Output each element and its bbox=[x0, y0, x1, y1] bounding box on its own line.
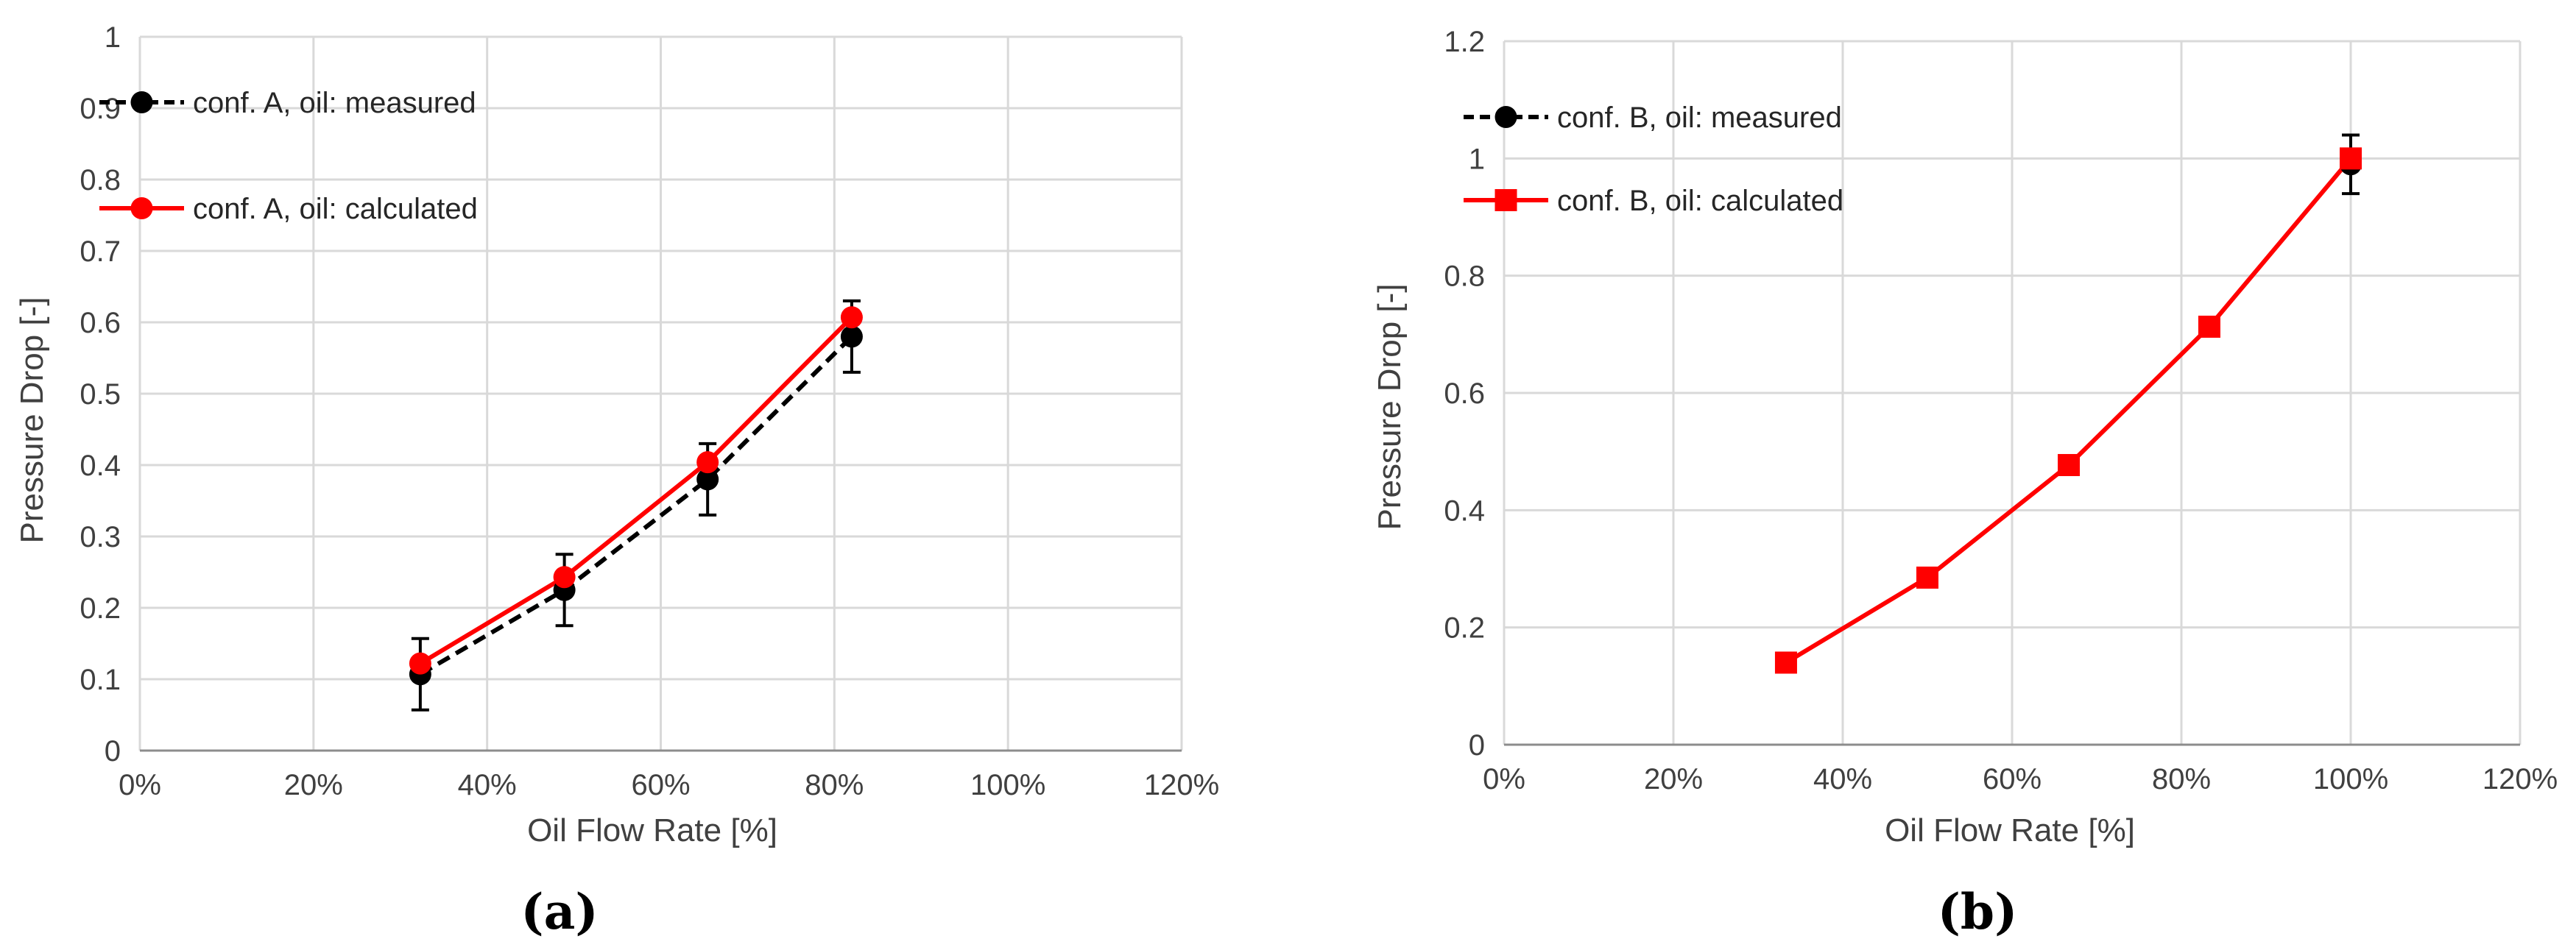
data-point-marker bbox=[2340, 147, 2362, 170]
figure-caption: (a) bbox=[521, 883, 598, 940]
y-tick-label: 1 bbox=[1469, 143, 1485, 175]
legend-label: conf. B, oil: calculated bbox=[1557, 185, 1843, 217]
data-point-marker bbox=[1774, 651, 1797, 674]
x-tick-label: 100% bbox=[970, 769, 1045, 801]
data-point-marker bbox=[2058, 453, 2081, 476]
y-tick-label: 0.4 bbox=[1444, 495, 1485, 527]
series-line bbox=[419, 316, 854, 666]
y-axis-title: Pressure Drop [-] bbox=[1372, 284, 1408, 531]
x-tick-label: 20% bbox=[284, 769, 343, 801]
x-tick-label: 80% bbox=[805, 769, 864, 801]
x-tick-label: 40% bbox=[1813, 763, 1872, 795]
x-tick-label: 60% bbox=[631, 769, 690, 801]
x-tick-label: 0% bbox=[1483, 763, 1525, 795]
y-tick-label: 1.2 bbox=[1444, 26, 1485, 58]
x-tick-label: 120% bbox=[1144, 769, 1219, 801]
x-axis-title: Oil Flow Rate [%] bbox=[1885, 812, 2135, 848]
y-tick-label: 0.2 bbox=[80, 592, 121, 625]
y-tick-label: 0 bbox=[1469, 729, 1485, 762]
legend-marker bbox=[130, 91, 153, 113]
legend-marker bbox=[1495, 106, 1517, 128]
series-layer bbox=[409, 299, 863, 712]
legend: conf. A, oil: measured conf. A, oil: calc… bbox=[99, 87, 478, 225]
x-tick-label: 60% bbox=[1983, 763, 2042, 795]
y-tick-label: 0.6 bbox=[80, 307, 121, 339]
data-point-marker bbox=[840, 325, 863, 348]
legend: conf. B, oil: measured conf. B, oil: calc… bbox=[1464, 102, 1843, 217]
legend-label: conf. B, oil: measured bbox=[1557, 102, 1842, 134]
chart-a: 0 0.1 0.2 0.3 0.4 0.5 0.6 0.7 0.8 0.9 1 0% 20% 40% 60%… bbox=[14, 21, 1219, 940]
y-tick-label: 0.8 bbox=[1444, 260, 1485, 293]
x-axis-title: Oil Flow Rate [%] bbox=[527, 812, 777, 848]
grid-layer bbox=[1503, 40, 2522, 745]
y-tick-label: 0 bbox=[105, 735, 121, 768]
y-axis-title: Pressure Drop [-] bbox=[14, 297, 50, 544]
grid-layer bbox=[138, 35, 1183, 751]
data-point-marker bbox=[553, 566, 576, 589]
axis-layer: 0 0.1 0.2 0.3 0.4 0.5 0.6 0.7 0.8 0.9 1 0% 20% 40% 60%… bbox=[80, 21, 1219, 801]
figure-caption: (b) bbox=[1938, 883, 2018, 940]
series-layer bbox=[1774, 133, 2362, 674]
y-tick-label: 0.5 bbox=[80, 378, 121, 411]
axis-layer: 0 0.2 0.4 0.6 0.8 1 1.2 0% 20% 40% 60% 80% 100% 120% bbox=[1444, 26, 2558, 795]
data-point-marker bbox=[1916, 566, 1938, 589]
series-line bbox=[1785, 157, 2353, 665]
legend-marker bbox=[130, 197, 153, 219]
y-tick-label: 0.6 bbox=[1444, 377, 1485, 410]
series-line bbox=[419, 335, 854, 676]
data-point-marker bbox=[409, 652, 431, 675]
x-tick-label: 0% bbox=[119, 769, 161, 801]
legend-marker bbox=[1495, 189, 1517, 211]
y-tick-label: 0.9 bbox=[80, 93, 121, 125]
chart-b: 00.20.40.60.811.20% 20% 40% 60% 80% 100% 120% … bbox=[1372, 26, 2558, 940]
x-tick-label: 120% bbox=[2483, 763, 2558, 795]
data-point-marker bbox=[2198, 315, 2220, 338]
y-tick-label: 0.1 bbox=[80, 664, 121, 696]
data-point-marker bbox=[696, 468, 719, 491]
y-tick-label: 0.8 bbox=[80, 164, 121, 196]
legend-label: conf. A, oil: calculated bbox=[193, 193, 478, 225]
x-tick-label: 40% bbox=[458, 769, 517, 801]
y-tick-label: 0.7 bbox=[80, 235, 121, 268]
x-tick-label: 80% bbox=[2152, 763, 2211, 795]
y-tick-label: 0.3 bbox=[80, 521, 121, 553]
legend-label: conf. A, oil: measured bbox=[193, 87, 476, 119]
data-point-marker bbox=[840, 306, 863, 329]
x-tick-label: 100% bbox=[2313, 763, 2388, 795]
x-tick-label: 20% bbox=[1644, 763, 1703, 795]
data-point-marker bbox=[696, 451, 719, 474]
y-tick-label: 1 bbox=[105, 21, 121, 54]
y-tick-label: 0.2 bbox=[1444, 612, 1485, 645]
y-tick-label: 0.4 bbox=[80, 450, 121, 482]
